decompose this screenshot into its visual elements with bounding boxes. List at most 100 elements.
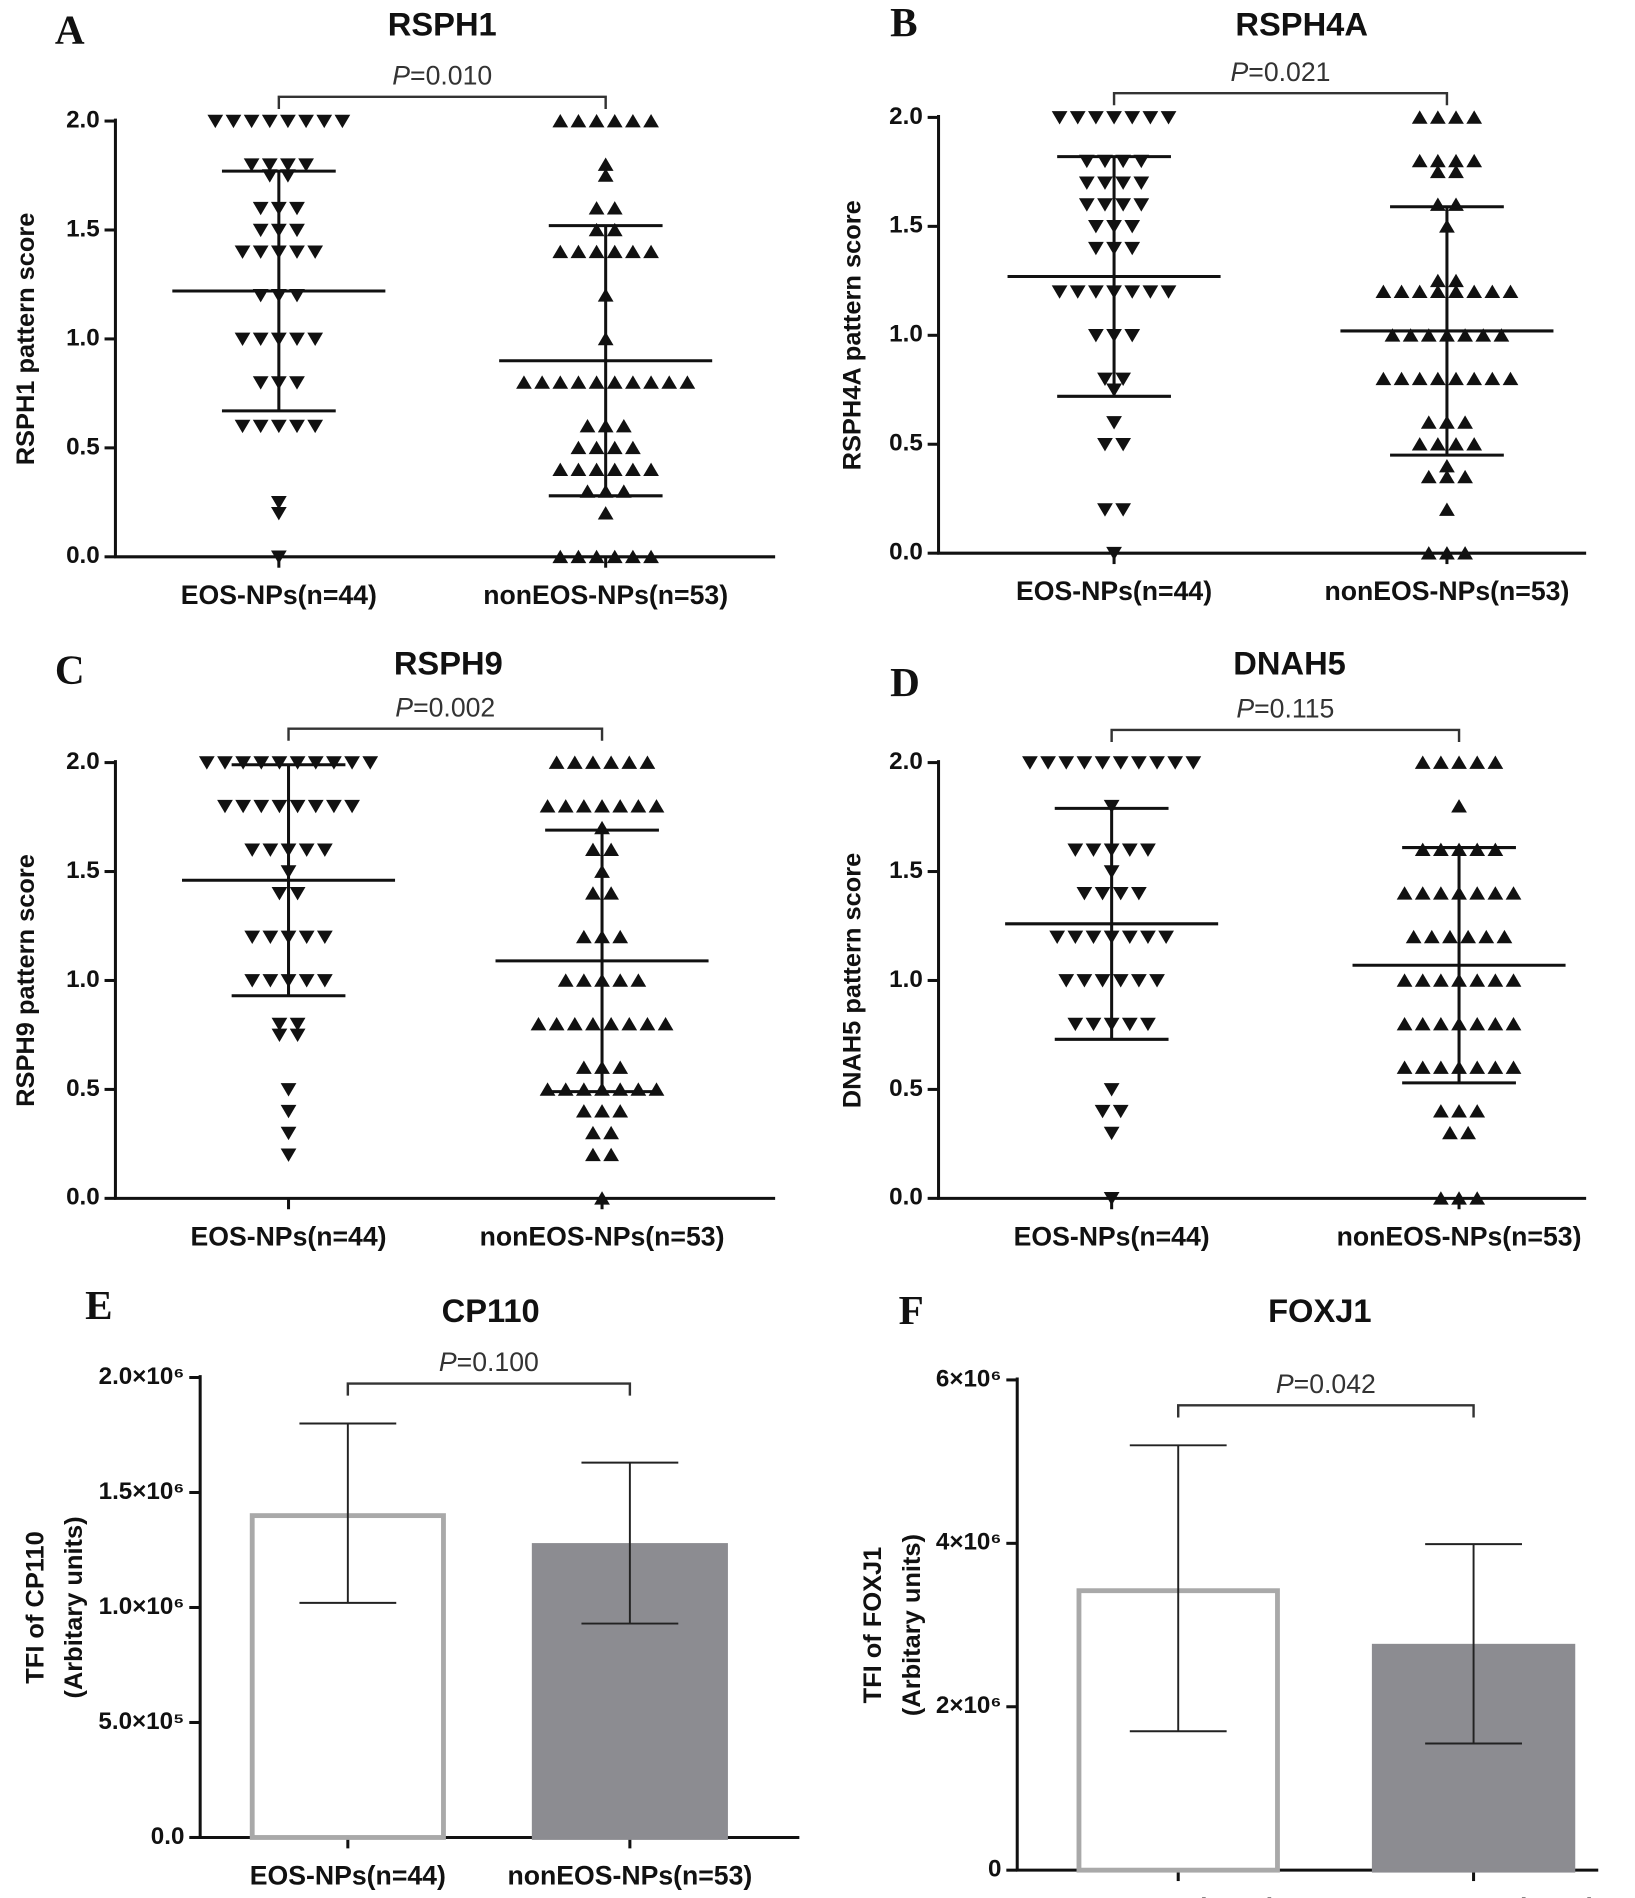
- data-point: [1106, 111, 1122, 125]
- data-point: [570, 113, 587, 128]
- x-tick-label: nonEOS-NPs(n=53): [480, 1221, 725, 1251]
- data-point: [566, 755, 583, 769]
- data-point: [1103, 799, 1120, 814]
- data-point: [1487, 886, 1504, 900]
- data-point: [1124, 111, 1141, 125]
- data-point: [1124, 220, 1141, 234]
- data-point: [253, 756, 270, 770]
- data-point: [570, 549, 587, 564]
- data-point: [612, 929, 629, 944]
- data-point: [1088, 285, 1104, 299]
- data-point: [261, 158, 278, 172]
- p-number: =0.021: [1248, 57, 1330, 87]
- data-point: [1448, 197, 1464, 211]
- data-point: [1442, 929, 1458, 944]
- data-point: [585, 1147, 601, 1162]
- y-tick-label: 0.0: [151, 1823, 185, 1850]
- data-point: [271, 887, 288, 901]
- data-point: [1487, 973, 1504, 987]
- data-point: [1160, 111, 1177, 125]
- data-point: [588, 201, 605, 215]
- data-point: [1124, 329, 1141, 343]
- data-point: [280, 1083, 297, 1097]
- data-point: [289, 1017, 306, 1032]
- y-tick-label: 1.5: [66, 215, 100, 242]
- data-point: [307, 332, 324, 347]
- data-point: [316, 843, 333, 857]
- data-point: [1439, 546, 1455, 560]
- data-point: [1439, 458, 1455, 473]
- panel-letter: C: [55, 647, 85, 693]
- y-tick-label: 1.5: [889, 857, 923, 884]
- data-point: [1067, 843, 1084, 857]
- data-point: [1131, 974, 1147, 988]
- data-point: [603, 886, 619, 900]
- y-axis-label: TFI of CP110: [21, 1531, 49, 1683]
- data-point: [234, 245, 251, 259]
- data-point: [643, 244, 659, 259]
- p-symbol: P: [1231, 57, 1249, 87]
- data-point: [1106, 416, 1122, 430]
- data-point: [243, 158, 260, 172]
- y-tick-label: 2.0: [66, 748, 100, 775]
- data-point: [362, 756, 379, 770]
- data-point: [270, 419, 287, 434]
- data-point: [625, 375, 641, 389]
- data-point: [1457, 415, 1473, 429]
- data-point: [280, 1148, 297, 1162]
- data-point: [530, 1016, 547, 1031]
- data-point: [1088, 111, 1104, 125]
- data-point: [1088, 241, 1104, 256]
- y-tick-label: 4×10⁶: [936, 1529, 1002, 1556]
- data-point: [1405, 929, 1422, 944]
- data-point: [606, 244, 623, 259]
- data-point: [289, 887, 306, 901]
- y-tick-label: 0.0: [889, 1184, 923, 1211]
- panel-letter: D: [890, 659, 920, 705]
- data-point: [244, 930, 261, 944]
- data-point: [1451, 799, 1467, 813]
- data-point: [1478, 929, 1495, 944]
- x-tick-label: EOS-NPs(n=44): [1080, 1893, 1276, 1898]
- data-point: [1142, 285, 1159, 299]
- data-point: [1429, 437, 1446, 451]
- data-point: [316, 930, 333, 944]
- data-point: [1112, 887, 1129, 901]
- data-point: [1484, 284, 1501, 299]
- data-point: [579, 419, 596, 433]
- data-point: [1112, 756, 1129, 770]
- data-point: [1106, 546, 1122, 561]
- data-point: [1448, 371, 1464, 386]
- x-tick-label: nonEOS-NPs(n=53): [507, 1860, 752, 1890]
- panel-title: FOXJ1: [1268, 1292, 1372, 1329]
- p-number: =0.100: [457, 1347, 539, 1377]
- data-point: [1469, 1016, 1486, 1031]
- p-value: P=0.002: [395, 692, 495, 722]
- data-point: [576, 799, 592, 813]
- panel-title: CP110: [442, 1292, 540, 1329]
- y-axis-label: (Arbitary units): [60, 1516, 88, 1698]
- p-symbol: P: [1276, 1369, 1294, 1399]
- data-point: [1411, 153, 1428, 168]
- data-point: [289, 419, 305, 434]
- data-point: [1502, 371, 1519, 386]
- data-point: [1076, 756, 1093, 770]
- data-point: [552, 462, 569, 476]
- data-point: [217, 799, 233, 814]
- y-axis-label: (Arbitary units): [898, 1534, 926, 1716]
- p-number: =0.002: [413, 692, 495, 722]
- data-point: [252, 245, 269, 259]
- data-point: [657, 1016, 674, 1031]
- x-tick-label: EOS-NPs(n=44): [190, 1221, 386, 1251]
- data-point: [1094, 974, 1111, 988]
- data-point: [612, 799, 629, 813]
- data-point: [1124, 285, 1141, 299]
- data-point: [1433, 1104, 1449, 1118]
- data-point: [1115, 437, 1132, 452]
- data-point: [625, 244, 641, 259]
- data-point: [1112, 974, 1129, 988]
- data-point: [606, 201, 623, 215]
- data-point: [1469, 755, 1486, 769]
- data-point: [1085, 1017, 1102, 1032]
- data-point: [603, 1016, 619, 1031]
